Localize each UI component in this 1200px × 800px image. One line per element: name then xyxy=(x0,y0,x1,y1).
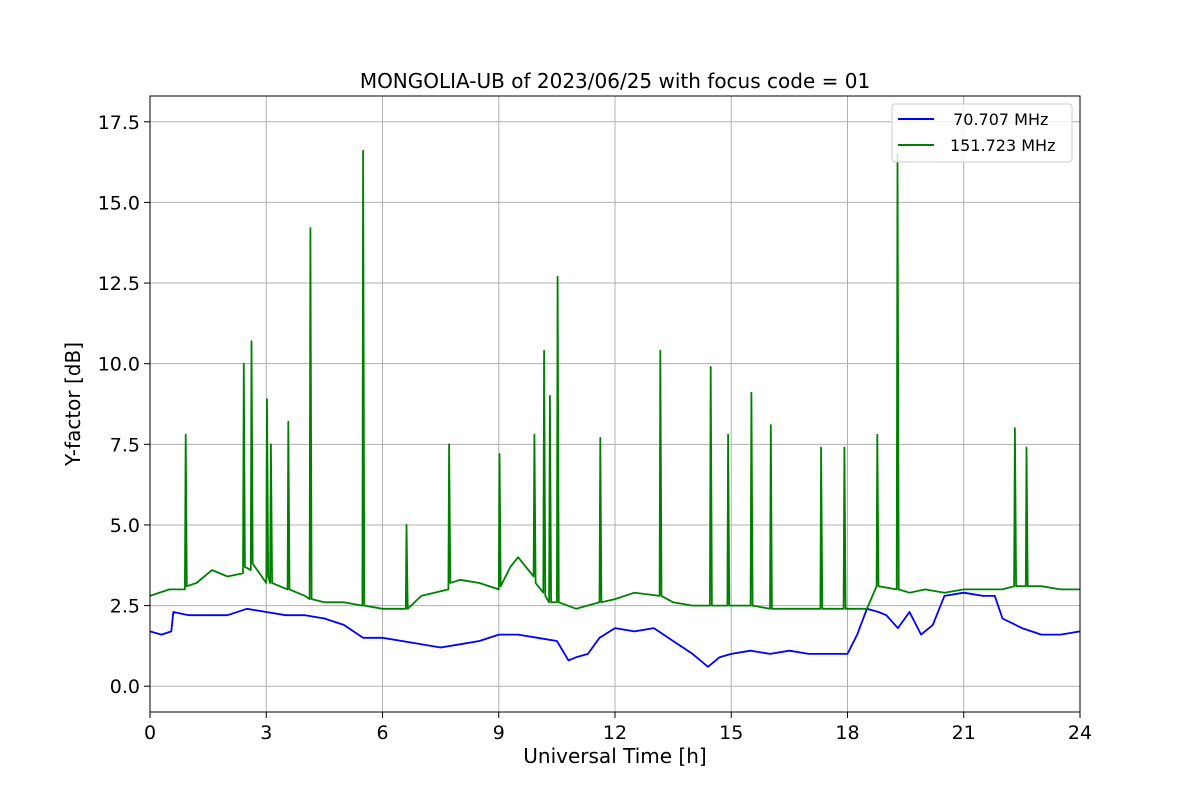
x-tick-label: 15 xyxy=(719,722,743,744)
series-line-2 xyxy=(149,149,1080,610)
y-tick-label: 0.0 xyxy=(110,676,140,698)
y-tick-label: 2.5 xyxy=(110,596,140,618)
x-tick-label: 12 xyxy=(603,722,627,744)
x-tick-label: 24 xyxy=(1068,722,1092,744)
x-tick-label: 18 xyxy=(835,722,859,744)
ticks: 0 3 6 9 12 15 18 21 24 0.0 2.5 5.0 7.5 10.0 12.5 15.0 17… xyxy=(98,112,1092,744)
y-tick-label: 5.0 xyxy=(110,515,140,537)
chart-title: MONGOLIA-UB of 2023/06/25 with focus cod… xyxy=(360,69,870,93)
x-tick-label: 6 xyxy=(376,722,388,744)
legend-box xyxy=(891,103,1073,163)
legend-label-series-2: 151.723 MHz xyxy=(950,136,1055,155)
legend-label-series-1: 70.707 MHz xyxy=(948,110,1048,129)
series-layer xyxy=(149,149,1081,668)
y-tick-label: 7.5 xyxy=(110,434,140,456)
y-tick-label: 15.0 xyxy=(98,192,140,214)
y-tick-label: 12.5 xyxy=(98,273,140,295)
series-line-1 xyxy=(149,591,1081,668)
x-tick-label: 9 xyxy=(493,722,505,744)
y-axis-label: Y-factor [dB] xyxy=(61,342,85,467)
x-tick-label: 0 xyxy=(144,722,156,744)
y-tick-label: 10.0 xyxy=(98,354,140,376)
x-axis-label: Universal Time [h] xyxy=(523,744,706,768)
legend: 70.707 MHz 151.723 MHz xyxy=(891,103,1073,163)
y-tick-label: 17.5 xyxy=(98,112,140,134)
x-tick-label: 3 xyxy=(260,722,272,744)
x-tick-label: 21 xyxy=(952,722,976,744)
